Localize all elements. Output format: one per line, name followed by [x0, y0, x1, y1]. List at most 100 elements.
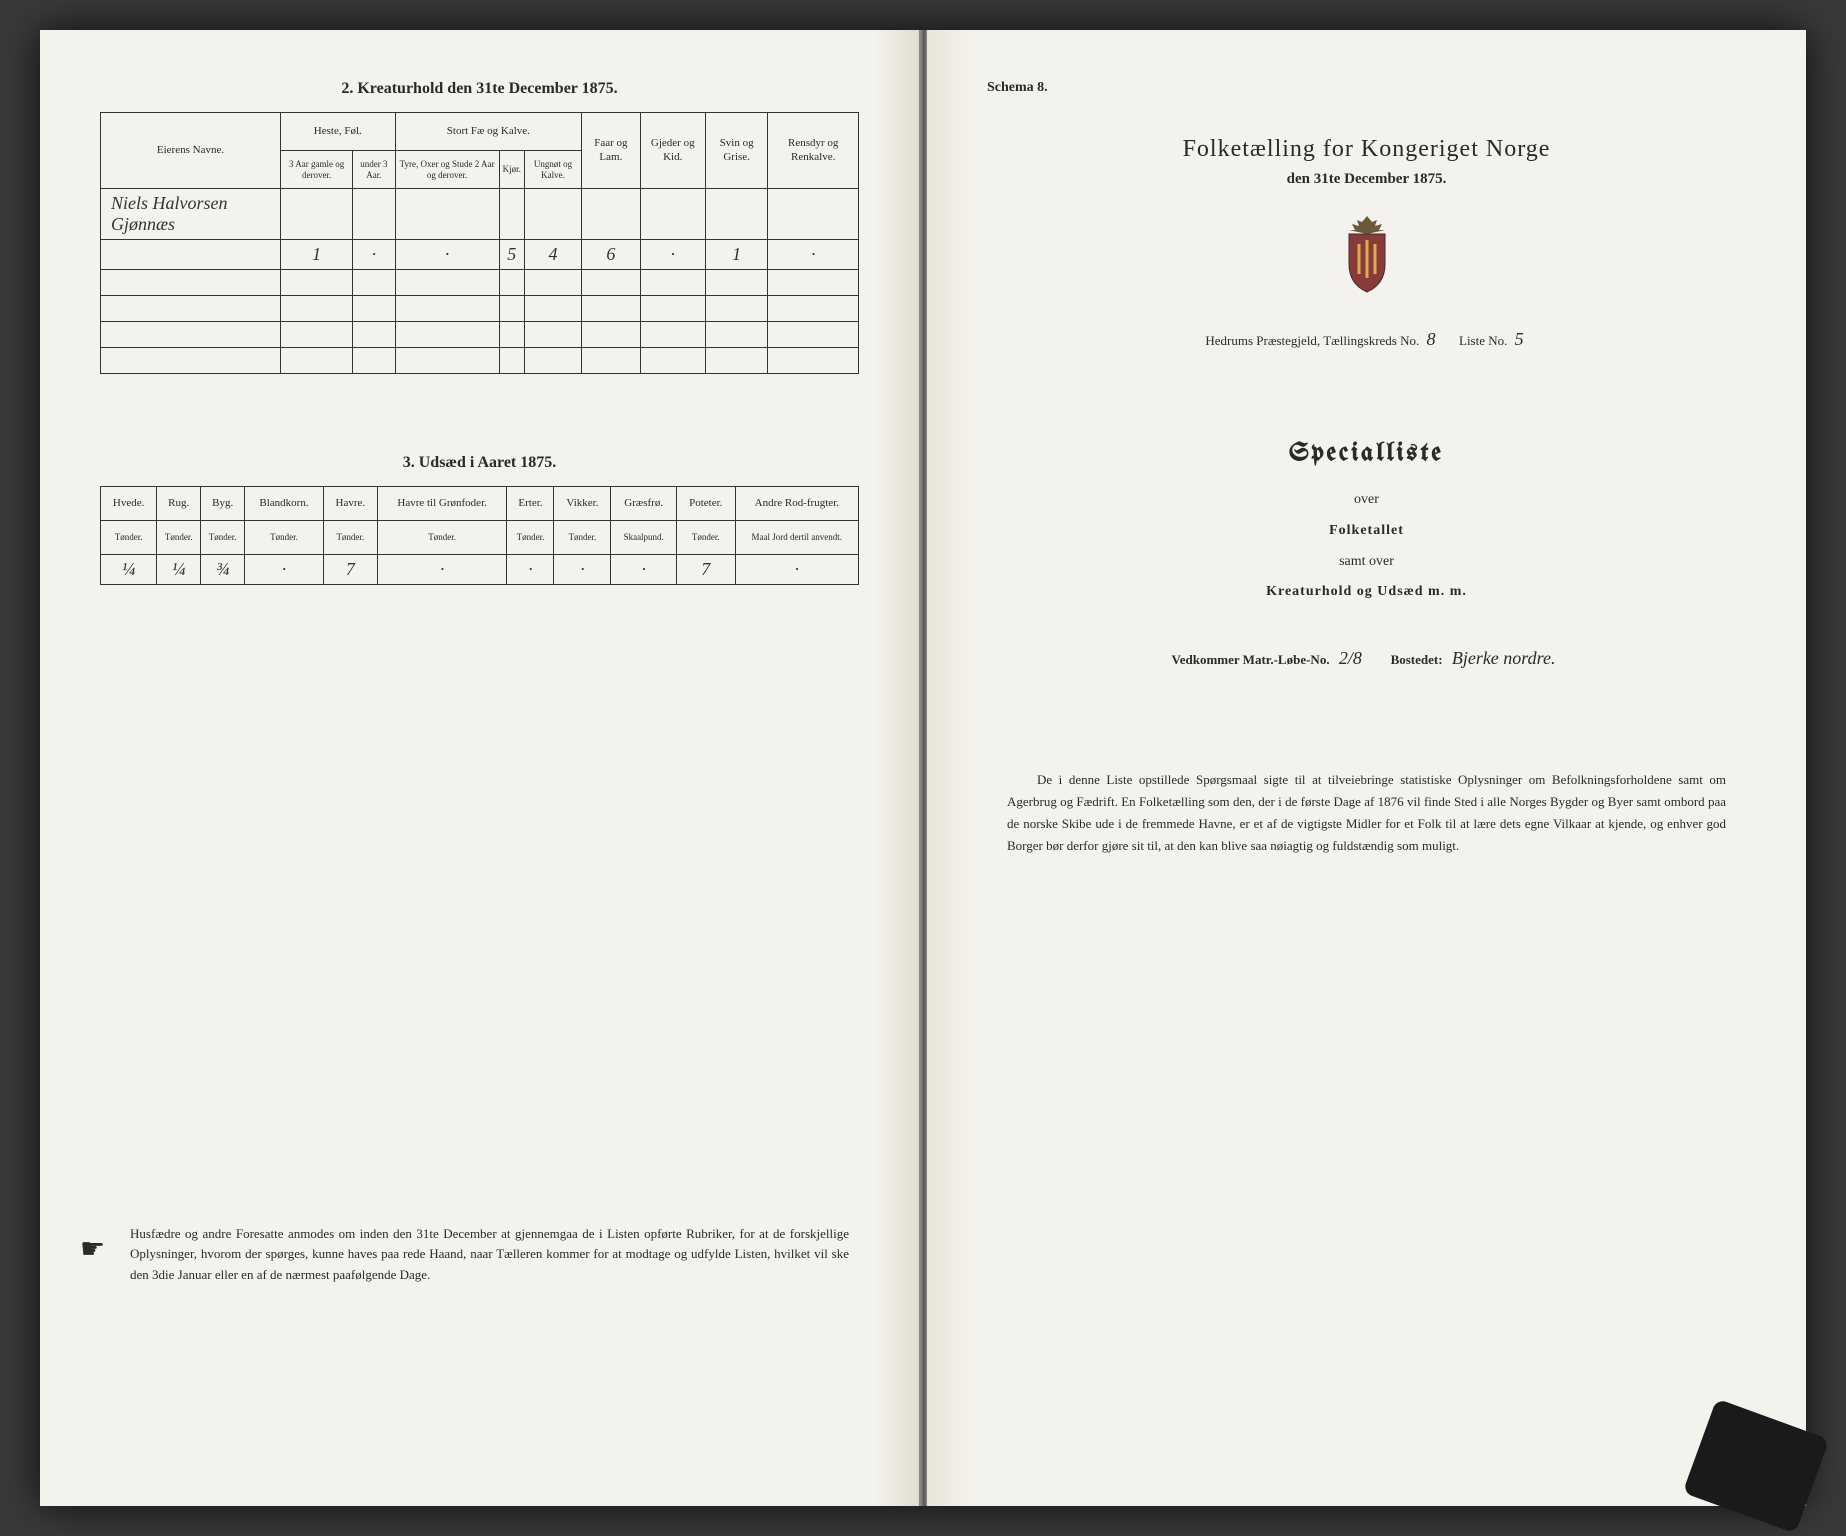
left-footer-note: ☛ Husfædre og andre Foresatte anmodes om…	[130, 1224, 849, 1286]
table-row	[101, 348, 859, 374]
kreatur-text: Kreaturhold og Udsæd m. m.	[987, 577, 1746, 608]
th-sub-2: Tyre, Oxer og Stude 2 Aar og derover.	[395, 151, 499, 189]
th: Andre Rod-frugter.	[735, 487, 858, 521]
matr-line: Vedkommer Matr.-Løbe-No. 2/8 Bostedet: B…	[987, 648, 1746, 669]
cell	[705, 189, 768, 240]
th: Maal Jord dertil anvendt.	[735, 521, 858, 555]
table-row	[101, 322, 859, 348]
cell: 6	[582, 240, 640, 270]
over-text: over	[987, 485, 1746, 516]
th: Vikker.	[554, 487, 611, 521]
cell: ¼	[157, 555, 201, 585]
cell: ·	[377, 555, 507, 585]
bosted-value: Bjerke nordre.	[1446, 648, 1562, 668]
cell: ·	[395, 240, 499, 270]
th: Tønder.	[554, 521, 611, 555]
cell: ·	[640, 240, 705, 270]
cell: 1	[705, 240, 768, 270]
th-sub-4: Ungnøt og Kalve.	[524, 151, 581, 189]
specialliste-title: Specialliste	[987, 440, 1746, 467]
section2-title: 2. Kreaturhold den 31te December 1875.	[100, 80, 859, 98]
cell: ·	[611, 555, 677, 585]
th: Hvede.	[101, 487, 157, 521]
th: Græsfrø.	[611, 487, 677, 521]
th: Poteter.	[676, 487, 735, 521]
district-prefix: Hedrums	[1205, 333, 1253, 348]
right-footer-text: De i denne Liste opstillede Spørgsmaal s…	[987, 769, 1746, 857]
district-line: Hedrums Præstegjeld, Tællingskreds No. 8…	[987, 329, 1746, 350]
coat-of-arms-icon	[987, 214, 1746, 299]
matr-label: Vedkommer Matr.-Løbe-No.	[1172, 652, 1330, 667]
owner-name: Niels Halvorsen Gjønnæs	[101, 189, 281, 240]
cell	[281, 189, 353, 240]
table-row: Niels Halvorsen Gjønnæs	[101, 189, 859, 240]
th-sub-1: under 3 Aar.	[353, 151, 395, 189]
cell	[499, 189, 524, 240]
cell: 5	[499, 240, 524, 270]
census-title: Folketælling for Kongeriget Norge	[987, 136, 1746, 163]
cell	[640, 189, 705, 240]
th: Tønder.	[323, 521, 377, 555]
cell: ·	[507, 555, 554, 585]
bosted-label: Bostedet:	[1391, 652, 1443, 667]
liste-label: Liste No.	[1459, 333, 1507, 348]
schema-label: Schema 8.	[987, 80, 1746, 96]
th-pigs: Svin og Grise.	[705, 113, 768, 189]
cell: 1	[281, 240, 353, 270]
th-sheep: Faar og Lam.	[582, 113, 640, 189]
cell: 7	[676, 555, 735, 585]
table-header-row: Hvede. Rug. Byg. Blandkorn. Havre. Havre…	[101, 487, 859, 521]
table-subheader-row: Tønder. Tønder. Tønder. Tønder. Tønder. …	[101, 521, 859, 555]
th-name: Eierens Navne.	[101, 113, 281, 189]
th: Tønder.	[101, 521, 157, 555]
folketallet-text: Folketallet	[987, 516, 1746, 547]
cell: 4	[524, 240, 581, 270]
census-subtitle: den 31te December 1875.	[987, 171, 1746, 188]
th: Tønder.	[201, 521, 245, 555]
cell	[524, 189, 581, 240]
section3-title: 3. Udsæd i Aaret 1875.	[100, 454, 859, 472]
th: Tønder.	[507, 521, 554, 555]
cell: ·	[353, 240, 395, 270]
special-block: over Folketallet samt over Kreaturhold o…	[987, 485, 1746, 608]
th: Havre til Grønfoder.	[377, 487, 507, 521]
th: Tønder.	[157, 521, 201, 555]
cell: ¾	[201, 555, 245, 585]
book-spread: 2. Kreaturhold den 31te December 1875. E…	[40, 30, 1806, 1506]
cell	[582, 189, 640, 240]
cell: ·	[768, 240, 859, 270]
cell: ·	[554, 555, 611, 585]
footer-text: Husfædre og andre Foresatte anmodes om i…	[130, 1226, 849, 1283]
liste-no: 5	[1511, 329, 1528, 349]
th: Skaalpund.	[611, 521, 677, 555]
th-sub-0: 3 Aar gamle og derover.	[281, 151, 353, 189]
right-page: Schema 8. Folketælling for Kongeriget No…	[927, 30, 1806, 1506]
matr-no: 2/8	[1333, 648, 1368, 668]
th: Erter.	[507, 487, 554, 521]
table-row	[101, 296, 859, 322]
th-sub-3: Kjør.	[499, 151, 524, 189]
table-row: ¼ ¼ ¾ · 7 · · · · 7 ·	[101, 555, 859, 585]
cell: ¼	[101, 555, 157, 585]
th: Rug.	[157, 487, 201, 521]
seed-table: Hvede. Rug. Byg. Blandkorn. Havre. Havre…	[100, 486, 859, 585]
left-page: 2. Kreaturhold den 31te December 1875. E…	[40, 30, 921, 1506]
cell	[768, 189, 859, 240]
livestock-table: Eierens Navne. Heste, Føl. Stort Fæ og K…	[100, 112, 859, 374]
th-reindeer: Rensdyr og Renkalve.	[768, 113, 859, 189]
th: Blandkorn.	[245, 487, 324, 521]
page-corner-fold	[1683, 1398, 1830, 1533]
cell: ·	[245, 555, 324, 585]
cell	[101, 240, 281, 270]
samt-text: samt over	[987, 547, 1746, 578]
th: Tønder.	[377, 521, 507, 555]
th-goats: Gjeder og Kid.	[640, 113, 705, 189]
th: Havre.	[323, 487, 377, 521]
th: Tønder.	[676, 521, 735, 555]
cell: ·	[735, 555, 858, 585]
cell	[395, 189, 499, 240]
pointing-hand-icon: ☛	[80, 1228, 105, 1273]
th-cattle: Stort Fæ og Kalve.	[395, 113, 582, 151]
table-row: 1 · · 5 4 6 · 1 ·	[101, 240, 859, 270]
th: Byg.	[201, 487, 245, 521]
